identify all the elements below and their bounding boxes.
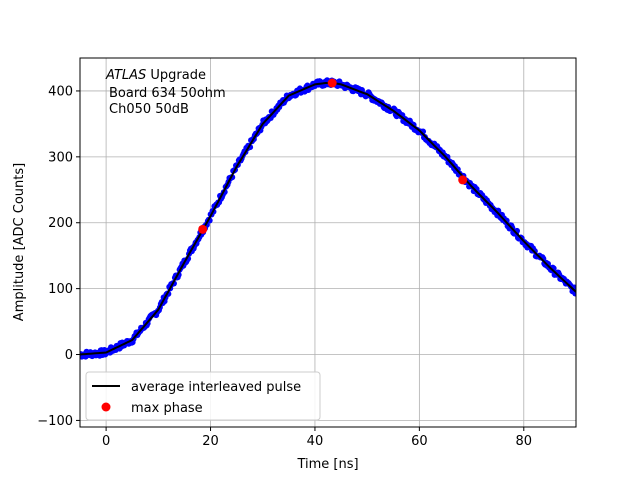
y-tick-label: 200 — [48, 216, 73, 231]
y-tick-label: 300 — [48, 150, 73, 165]
annotation-upgrade: Upgrade — [146, 68, 206, 83]
y-tick-label: 0 — [65, 348, 73, 363]
y-tick-label: −100 — [37, 414, 73, 429]
annotation-line-3: Ch050 50dB — [109, 102, 189, 117]
x-axis-label: Time [ns] — [296, 457, 358, 472]
annotation-line-2: Board 634 50ohm — [109, 86, 226, 101]
max-phase-marker — [327, 78, 337, 88]
y-axis-label: Amplitude [ADC Counts] — [12, 163, 27, 321]
x-tick-label: 20 — [202, 434, 219, 449]
axes-frame — [79, 57, 577, 428]
x-tick-label: 60 — [411, 434, 428, 449]
legend-box — [85, 371, 321, 421]
max-phase-marker — [198, 224, 208, 234]
annotation-line-1: ATLAS Upgrade — [105, 68, 206, 83]
data-layer — [80, 77, 576, 360]
x-tick-label: 40 — [307, 434, 324, 449]
max-phase-marker — [458, 175, 468, 185]
annotation-atlas: ATLAS — [105, 68, 146, 83]
y-tick-label: 100 — [48, 282, 73, 297]
legend: average interleaved pulse max phase — [85, 371, 321, 421]
annotation-block: ATLAS Upgrade Board 634 50ohm Ch050 50dB — [105, 68, 226, 117]
legend-label-average: average interleaved pulse — [131, 380, 301, 395]
legend-label-max-phase: max phase — [131, 401, 203, 416]
y-tick-label: 400 — [48, 84, 73, 99]
data-clip-group — [80, 77, 576, 360]
tick-layer: 0 20 40 60 80 −100 0 100 200 300 400 — [37, 84, 532, 449]
x-tick-label: 0 — [102, 434, 110, 449]
legend-marker-swatch — [101, 402, 111, 412]
x-tick-label: 80 — [516, 434, 533, 449]
